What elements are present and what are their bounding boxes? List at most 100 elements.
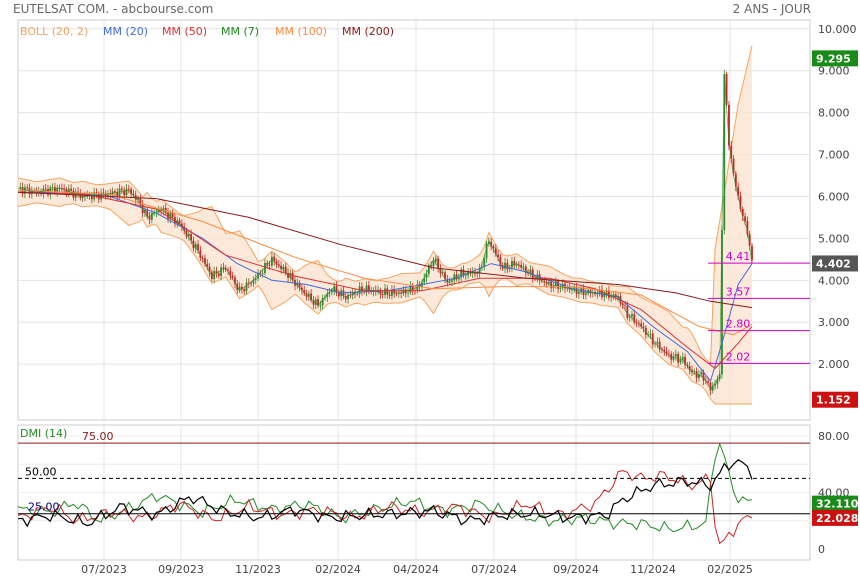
level-label-0: 4.41: [726, 250, 751, 263]
candle-body-77: [194, 244, 197, 249]
candle-body-12: [44, 188, 47, 190]
candle-body-96: [238, 286, 241, 291]
candle-body-50: [132, 193, 135, 196]
dmi-level-label-1: 50.00: [25, 465, 57, 478]
candle-body-160: [386, 288, 389, 295]
candle-body-164: [395, 293, 398, 295]
candle-body-143: [347, 294, 349, 300]
legend-boll: BOLL (20, 2): [20, 25, 88, 38]
candle-body-306: [723, 74, 726, 230]
legend-dmi: DMI (14): [20, 427, 67, 440]
legend-mm100: MM (100): [275, 25, 327, 38]
candle-body-42: [114, 191, 116, 193]
candle-body-202: [483, 258, 486, 267]
candle-body-126: [307, 293, 310, 297]
candle-body-61: [157, 210, 160, 213]
dmi-line-2: [17, 459, 753, 528]
candle-body-266: [631, 314, 633, 317]
candle-body-241: [573, 286, 576, 290]
candle-body-134: [326, 293, 329, 298]
candle-body-55: [144, 209, 146, 214]
candle-body-104: [257, 272, 259, 279]
candle-body-39: [107, 193, 109, 197]
candle-body-92: [229, 270, 232, 277]
dmi-level-label-0: 75.00: [82, 430, 114, 443]
candle-body-221: [527, 273, 530, 274]
high-price-tag-bg: [812, 50, 858, 67]
candle-body-312: [737, 186, 740, 196]
candle-body-131: [319, 305, 322, 307]
candle-body-268: [635, 322, 638, 324]
candle-body-305: [721, 229, 723, 375]
candle-body-111: [273, 256, 276, 262]
candle-body-179: [430, 265, 433, 267]
dmi-minus-tag-bg: [812, 509, 858, 526]
y-tick-0: 10.000: [818, 23, 857, 36]
candle-body-280: [663, 349, 666, 352]
candle-body-215: [513, 261, 516, 266]
x-tick-8: 02/2025: [707, 563, 753, 576]
ma-line-mm7: [17, 74, 753, 391]
candle-body-264: [626, 306, 629, 318]
level-label-2: 2.80: [726, 318, 751, 331]
candle-body-49: [130, 189, 133, 194]
low-price-tag: 1.152: [816, 394, 851, 407]
candle-body-8: [35, 191, 38, 193]
candle-body-110: [270, 256, 273, 266]
candle-body-176: [423, 277, 426, 283]
candle-body-117: [287, 272, 289, 278]
candle-body-177: [425, 273, 428, 278]
candle-body-262: [621, 303, 624, 306]
candle-body-71: [180, 223, 183, 227]
candle-body-89: [222, 267, 225, 269]
candle-body-74: [187, 233, 190, 237]
legend-mm7: MM (7): [221, 25, 259, 38]
candle-body-293: [693, 371, 696, 373]
candle-body-1: [19, 187, 22, 189]
level-label-1: 3.57: [726, 285, 751, 298]
candle-body-100: [247, 282, 250, 284]
candle-body-170: [409, 285, 412, 293]
candle-body-121: [296, 282, 299, 286]
candle-body-274: [649, 333, 652, 335]
candle-body-300: [709, 382, 712, 391]
candle-body-295: [698, 374, 700, 378]
x-tick-1: 09/2023: [158, 563, 204, 576]
candle-body-98: [243, 289, 246, 292]
level-label-3: 2.02: [726, 350, 751, 363]
bollinger-lower: [17, 202, 752, 405]
candle-body-309: [730, 145, 733, 159]
candle-body-102: [252, 279, 255, 284]
legend-mm20: MM (20): [103, 25, 148, 38]
candle-body-285: [674, 354, 677, 357]
candle-body-108: [266, 263, 269, 265]
candle-body-138: [335, 286, 338, 293]
candle-body-214: [511, 261, 513, 268]
candle-body-79: [199, 250, 202, 258]
candle-body-191: [457, 277, 460, 280]
candle-body-23: [70, 188, 72, 191]
x-tick-7: 11/2024: [630, 563, 676, 576]
candle-body-254: [603, 294, 606, 298]
candle-body-37: [102, 192, 105, 194]
high-price-tag: 9.295: [816, 52, 851, 65]
y-tick-2: 8.000: [818, 107, 850, 120]
candle-body-267: [633, 314, 636, 323]
bollinger-fill: [18, 45, 752, 404]
candle-body-106: [261, 273, 264, 274]
x-tick-2: 11/2023: [235, 563, 281, 576]
candle-body-83: [208, 266, 211, 273]
candle-body-211: [504, 262, 506, 269]
bollinger-upper: [17, 45, 753, 364]
candle-body-70: [178, 220, 181, 224]
candle-body-220: [524, 266, 527, 274]
candle-body-157: [379, 289, 382, 294]
candle-body-315: [744, 216, 746, 222]
candle-body-137: [333, 286, 336, 291]
candle-body-4: [26, 187, 29, 189]
candle-body-284: [672, 356, 675, 360]
candle-body-203: [485, 244, 488, 259]
candle-body-316: [746, 221, 749, 235]
candle-body-185: [444, 272, 446, 280]
x-tick-5: 07/2024: [471, 563, 517, 576]
